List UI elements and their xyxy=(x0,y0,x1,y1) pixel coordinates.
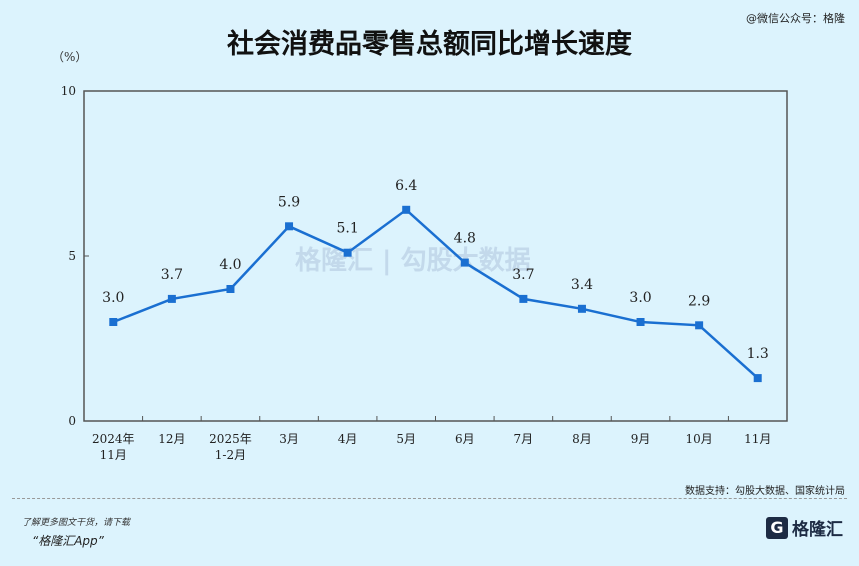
y-tick-label: 5 xyxy=(68,249,76,263)
data-label: 4.8 xyxy=(454,231,476,247)
data-point xyxy=(519,294,528,303)
data-label: 3.0 xyxy=(102,290,124,306)
data-point xyxy=(695,321,704,330)
data-label: 3.7 xyxy=(512,267,534,283)
data-label: 4.0 xyxy=(219,257,241,273)
y-tick-label: 0 xyxy=(68,414,76,428)
wechat-credit: @微信公众号：格隆 xyxy=(746,12,845,25)
data-point xyxy=(285,222,294,231)
plot-frame xyxy=(83,90,788,422)
data-label: 5.9 xyxy=(278,194,300,210)
data-point xyxy=(402,205,411,214)
data-label: 3.4 xyxy=(571,277,593,293)
x-tick-label: 6月 xyxy=(455,432,475,446)
data-point xyxy=(636,318,645,326)
x-tick-label: 12月 xyxy=(158,432,185,446)
data-source: 数据支持：勾股大数据、国家统计局 xyxy=(685,486,845,497)
x-tick-label: 2025年 xyxy=(209,432,252,446)
series-line xyxy=(112,208,759,380)
y-tick-label: 10 xyxy=(61,84,76,98)
data-label: 2.9 xyxy=(688,293,710,309)
x-tick-label: 1-2月 xyxy=(215,448,246,462)
x-tick-label: 7月 xyxy=(514,432,534,446)
data-label: 3.7 xyxy=(161,267,183,283)
data-point xyxy=(460,258,469,267)
watermark: 格隆汇 | 勾股大数据 xyxy=(295,246,531,276)
data-label: 6.4 xyxy=(395,178,417,194)
data-point xyxy=(226,285,235,293)
promo-text: 了解更多图文干货，请下载 xyxy=(22,518,131,528)
data-point xyxy=(753,374,762,383)
x-tick-label: 3月 xyxy=(279,432,299,446)
x-tick-label: 11月 xyxy=(744,432,771,446)
x-tick-label: 9月 xyxy=(631,432,651,446)
promo-app-name: “格隆汇App” xyxy=(32,534,104,548)
x-tick-label: 5月 xyxy=(396,432,416,446)
divider xyxy=(12,498,847,499)
x-tick-label: 11月 xyxy=(100,448,127,462)
brand-logo: G 格隆汇 xyxy=(766,515,843,540)
x-tick-label: 10月 xyxy=(685,432,712,446)
data-point xyxy=(109,318,118,326)
data-point xyxy=(577,304,586,313)
chart-title: 社会消费品零售总额同比增长速度 xyxy=(227,29,632,60)
data-point xyxy=(167,294,176,303)
data-label: 5.1 xyxy=(336,221,358,237)
x-tick-label: 2024年 xyxy=(92,432,135,446)
logo-text: 格隆汇 xyxy=(792,520,843,540)
logo-mark-icon: G xyxy=(766,516,788,539)
data-label: 3.0 xyxy=(629,290,651,306)
x-tick-label: 4月 xyxy=(338,432,358,446)
data-point xyxy=(343,248,352,257)
data-label: 1.3 xyxy=(747,346,769,362)
x-tick-label: 8月 xyxy=(572,432,592,446)
y-axis-unit: （%） xyxy=(52,50,88,64)
